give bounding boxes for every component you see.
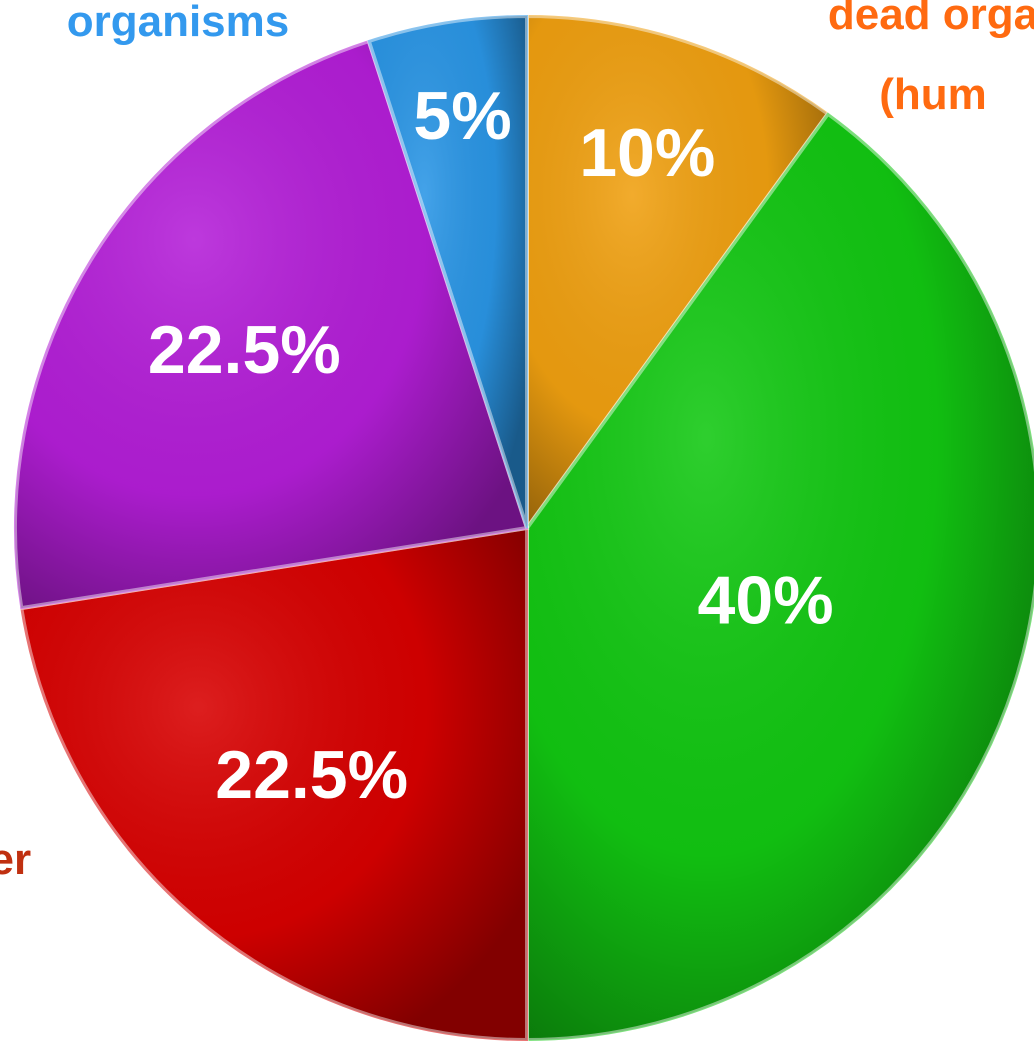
category-label: ter (0, 835, 32, 884)
value-label: 22.5% (215, 737, 408, 813)
value-label: 22.5% (148, 312, 341, 388)
slice-shade (19, 525, 529, 1043)
value-label: 5% (413, 78, 511, 154)
slice-shade (525, 13, 831, 535)
slice-shade (13, 38, 530, 611)
slice-shade (366, 13, 529, 529)
slice-shade (525, 110, 1034, 1043)
category-label: dead orga (hum (827, 0, 1034, 119)
value-label: 40% (698, 562, 834, 638)
category-label: organisms (66, 0, 290, 46)
value-label: 10% (579, 115, 715, 191)
